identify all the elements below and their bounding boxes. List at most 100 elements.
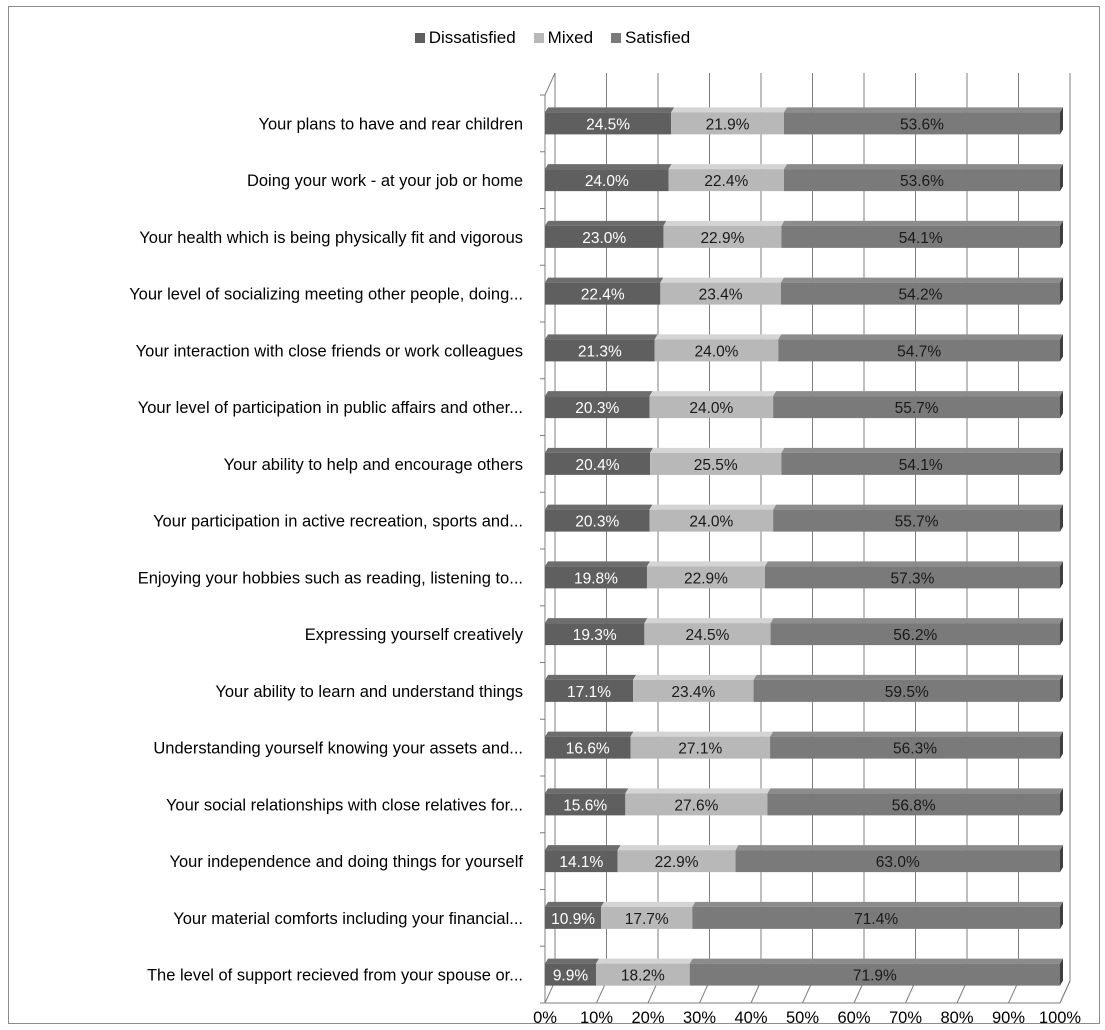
bar-satisfied	[770, 736, 1060, 759]
data-label: 59.5%	[885, 684, 929, 701]
data-label: 22.4%	[581, 287, 625, 304]
bar-side	[1060, 334, 1063, 362]
category-label: Your level of participation in public af…	[138, 399, 523, 417]
bar-mixed	[649, 509, 774, 532]
data-label: 18.2%	[621, 968, 665, 985]
bar-dissatisfied	[545, 850, 618, 873]
bar-satisfied	[781, 452, 1060, 475]
category-label: Your material comforts including your fi…	[173, 910, 523, 928]
data-label: 25.5%	[694, 457, 738, 474]
bar-satisfied	[773, 396, 1060, 419]
bar-dissatisfied	[545, 679, 634, 702]
data-label: 54.7%	[897, 343, 941, 360]
data-label: 24.0%	[585, 173, 629, 190]
bar-satisfied	[767, 793, 1060, 816]
bar-top-satisfied	[735, 845, 1063, 851]
bar-side	[1060, 788, 1063, 816]
bar-dissatisfied	[545, 566, 647, 589]
bar-dissatisfied	[545, 963, 596, 986]
data-label: 15.6%	[563, 797, 607, 814]
bar-side	[1060, 164, 1063, 192]
bar-top-satisfied	[783, 107, 1063, 113]
bar-top-satisfied	[778, 334, 1063, 340]
bar-top-dissatisfied	[545, 447, 654, 453]
x-tick-label: 60%	[837, 1009, 870, 1027]
bar-side	[1060, 618, 1063, 646]
bar-top-mixed	[668, 164, 787, 170]
bar-dissatisfied	[545, 169, 669, 192]
legend-swatch-mixed	[533, 33, 544, 43]
category-label: Doing your work - at your job or home	[247, 172, 523, 190]
bar-top-mixed	[595, 958, 693, 964]
bar-satisfied	[773, 509, 1060, 532]
bar-top-dissatisfied	[545, 845, 621, 851]
data-label: 21.9%	[706, 116, 750, 133]
bar-mixed	[601, 906, 693, 929]
bar-side	[1060, 504, 1063, 532]
bar-top-satisfied	[770, 731, 1063, 737]
data-label: 14.1%	[559, 854, 603, 871]
bar-top-satisfied	[773, 504, 1063, 510]
data-label: 55.7%	[895, 514, 939, 531]
category-label: Your level of socializing meeting other …	[129, 286, 523, 304]
bar-top-satisfied	[753, 674, 1063, 680]
legend-label-mixed: Mixed	[547, 28, 594, 47]
data-label: 20.3%	[575, 400, 619, 417]
bar-satisfied	[783, 169, 1060, 192]
bar-top-satisfied	[780, 277, 1063, 283]
bar-top-satisfied	[781, 447, 1063, 453]
bar-mixed	[644, 623, 771, 646]
data-label: 23.4%	[699, 287, 743, 304]
data-label: 19.3%	[573, 627, 617, 644]
data-label: 55.7%	[895, 400, 939, 417]
data-label: 71.9%	[853, 968, 897, 985]
bar-satisfied	[783, 112, 1060, 135]
x-tick-label: 10%	[580, 1009, 613, 1027]
legend-swatch-satisfied	[611, 33, 622, 43]
category-label: Expressing yourself creatively	[305, 626, 524, 644]
x-tick-label: 80%	[940, 1009, 973, 1027]
category-label: Your independence and doing things for y…	[170, 853, 524, 871]
bar-top-mixed	[644, 618, 774, 624]
bar-top-mixed	[649, 504, 777, 510]
x-tick-label: 50%	[786, 1009, 819, 1027]
bar-top-mixed	[663, 220, 785, 226]
category-label: Your social relationships with close rel…	[166, 796, 523, 814]
bar-side	[1060, 447, 1063, 475]
bar-top-mixed	[625, 788, 771, 794]
bar-top-mixed	[646, 561, 768, 567]
bar-top-satisfied	[764, 561, 1063, 567]
bar-satisfied	[692, 906, 1060, 929]
category-label: Your ability to learn and understand thi…	[215, 683, 523, 701]
legend-item-mixed: Mixed	[533, 28, 594, 48]
data-label: 56.8%	[892, 797, 936, 814]
data-label: 24.0%	[695, 343, 739, 360]
bar-top-satisfied	[773, 391, 1063, 397]
x-tick-label: 0%	[533, 1009, 557, 1027]
bar-satisfied	[780, 282, 1060, 305]
x-tick-label: 90%	[992, 1009, 1025, 1027]
bar-mixed	[668, 169, 784, 192]
data-label: 20.4%	[576, 457, 620, 474]
bar-dissatisfied	[545, 396, 650, 419]
data-label: 16.6%	[566, 741, 610, 758]
bar-dissatisfied	[545, 282, 661, 305]
bar-top-dissatisfied	[545, 788, 629, 794]
bar-top-satisfied	[783, 164, 1063, 170]
bar-top-dissatisfied	[545, 561, 650, 567]
data-label: 57.3%	[890, 570, 934, 587]
data-label: 56.2%	[893, 627, 937, 644]
category-label: Your interaction with close friends or w…	[136, 342, 523, 360]
legend-item-satisfied: Satisfied	[611, 28, 690, 48]
x-tick-label: 100%	[1039, 1009, 1082, 1027]
bar-top-dissatisfied	[545, 958, 599, 964]
data-label: 22.4%	[704, 173, 748, 190]
data-label: 23.4%	[671, 684, 715, 701]
bar-top-satisfied	[767, 788, 1063, 794]
bar-dissatisfied	[545, 112, 672, 135]
bar-dissatisfied	[545, 452, 651, 475]
bar-side	[1060, 901, 1063, 929]
x-tick-label: 40%	[734, 1009, 767, 1027]
data-label: 71.4%	[854, 911, 898, 928]
bar-top-dissatisfied	[545, 674, 637, 680]
